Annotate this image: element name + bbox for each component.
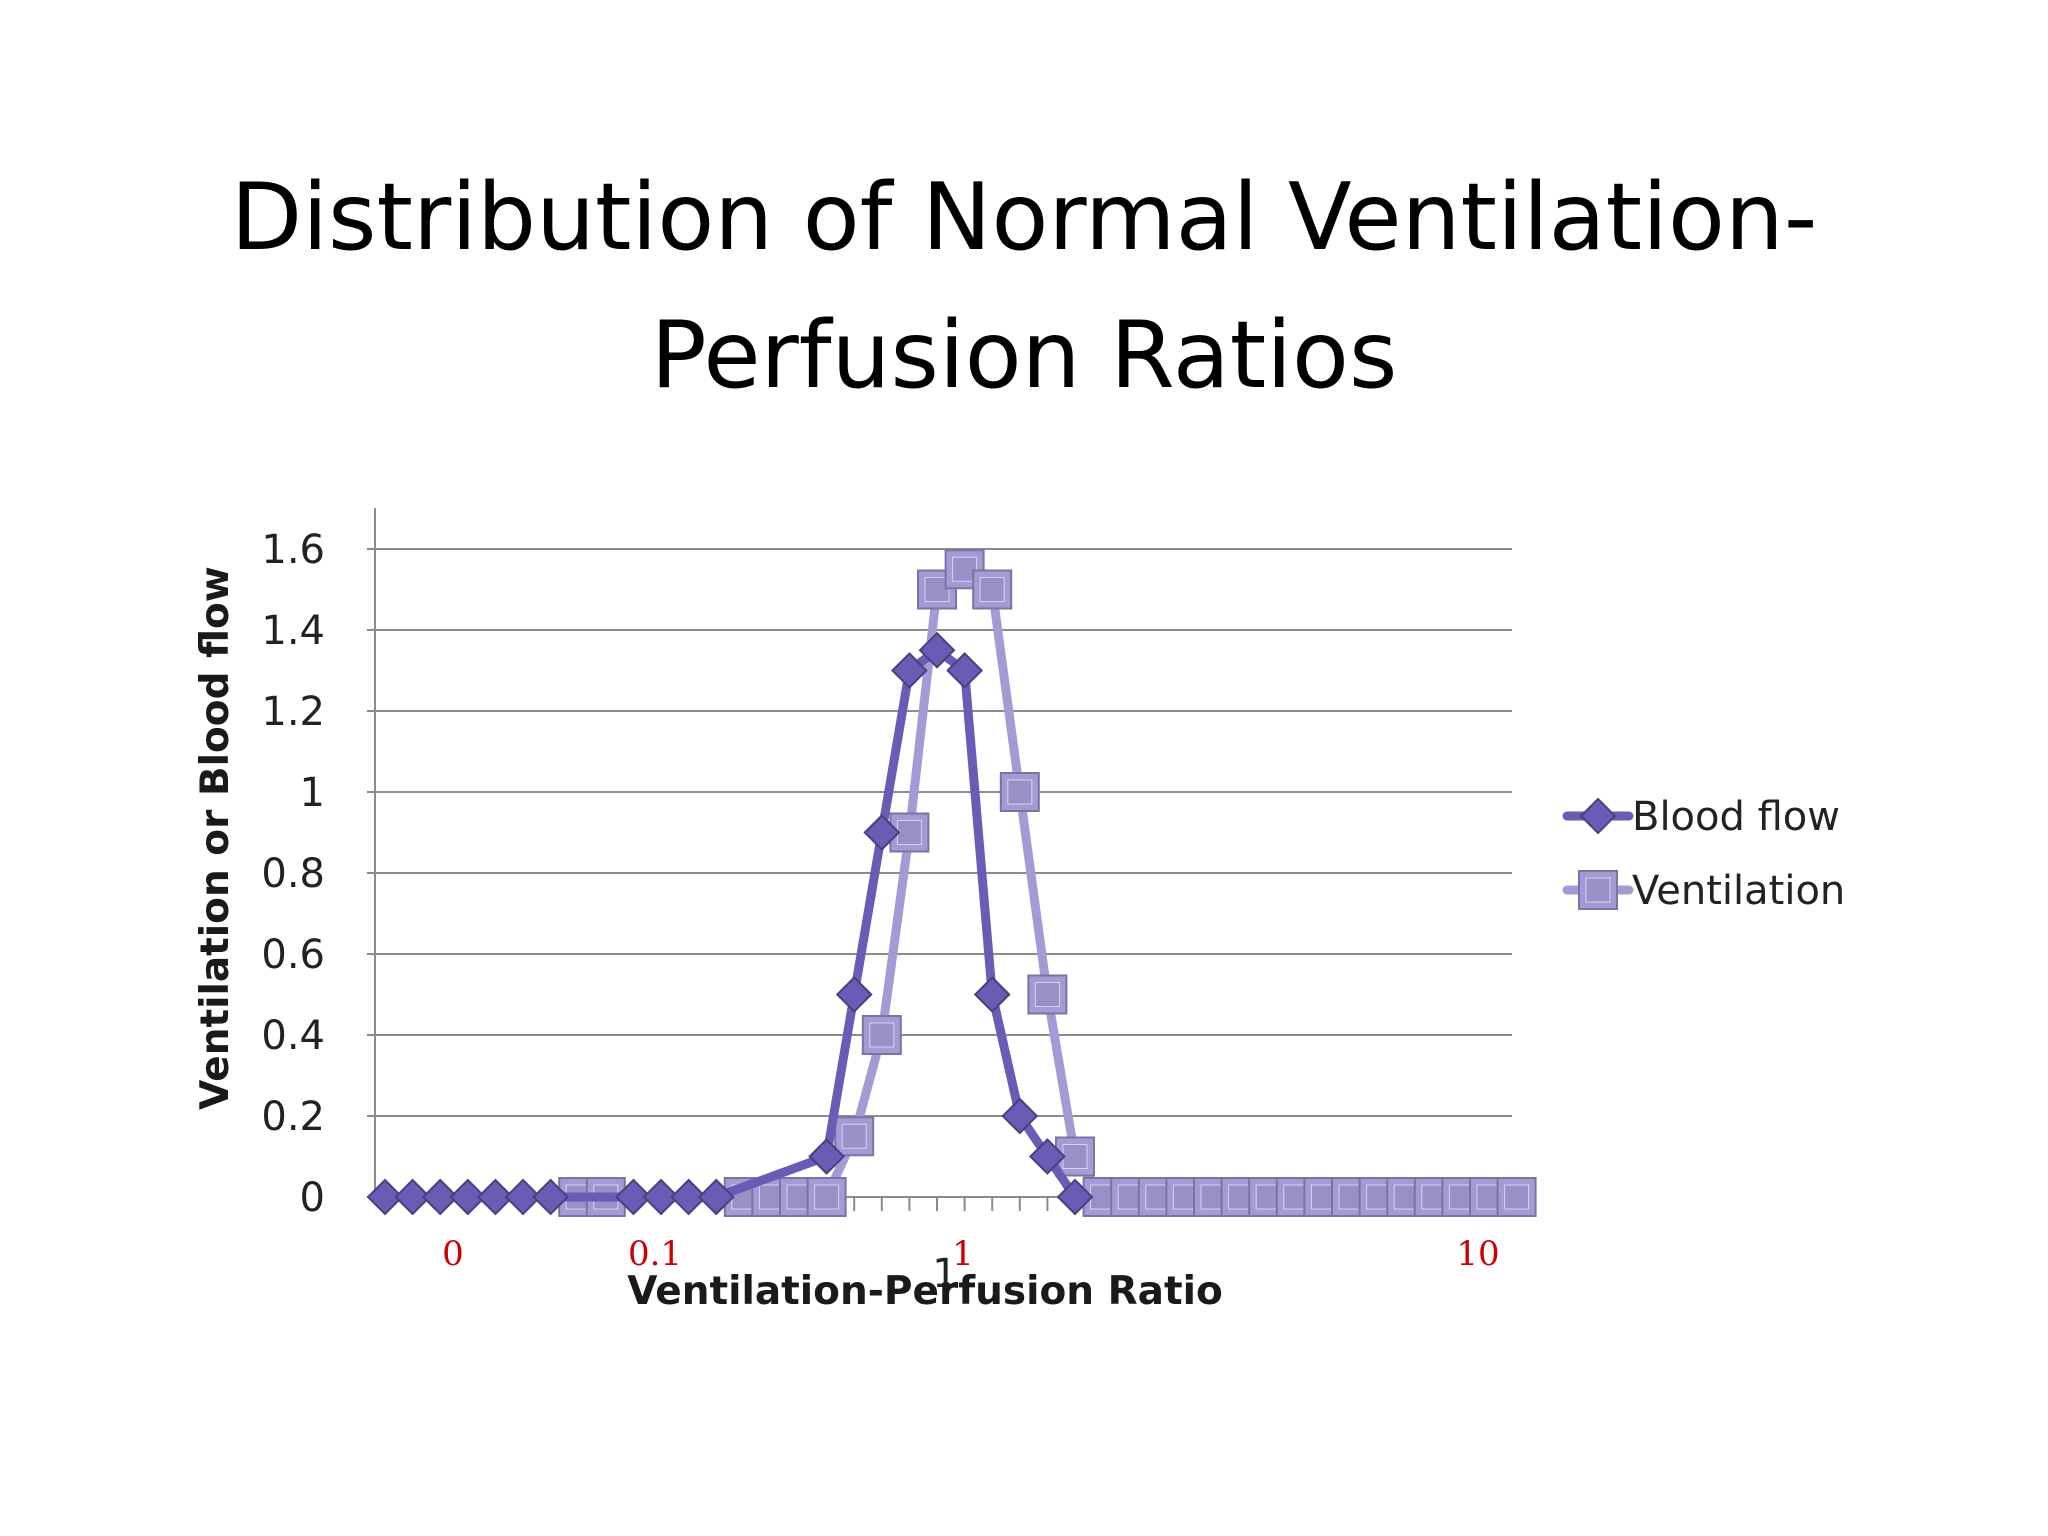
data-point	[806, 1177, 847, 1217]
overlay-x-label: 0.1	[628, 1234, 682, 1274]
gridlines	[375, 548, 1512, 1117]
slide-title-line-1: Distribution of Normal Ventilation-	[230, 163, 1818, 271]
x-axis-title: Ventilation-Perfusion Ratio	[627, 1269, 1223, 1314]
series-line	[380, 645, 1080, 1202]
y-tick-label: 0.2	[261, 1094, 325, 1140]
data-point	[944, 549, 985, 590]
series	[366, 549, 1537, 1217]
legend: Blood flow Ventilation	[1562, 794, 1845, 914]
y-tick-label: 0.8	[261, 851, 325, 897]
data-point	[834, 1116, 875, 1157]
data-point	[835, 976, 873, 1013]
data-point	[999, 772, 1040, 812]
data-point	[1056, 1178, 1094, 1216]
series-blood-flow	[366, 631, 1094, 1216]
overlay-x-label: 1	[952, 1234, 974, 1274]
y-tick-label: 0.4	[261, 1013, 325, 1059]
slide-title: Distribution of Normal Ventilation- Perf…	[0, 148, 2048, 424]
legend-marker	[1578, 870, 1618, 910]
y-tick-label: 1	[300, 770, 325, 816]
overlay-x-label: 10	[1456, 1234, 1499, 1274]
overlay-x-label: 0	[442, 1234, 464, 1274]
y-tick-label: 1.6	[261, 527, 325, 573]
legend-item-ventilation: Ventilation	[1562, 868, 1845, 914]
slide-title-line-2: Perfusion Ratios	[650, 301, 1398, 409]
legend-item-blood-flow: Blood flow	[1562, 794, 1840, 840]
data-point	[972, 569, 1013, 610]
y-tick-label: 1.2	[261, 689, 325, 735]
data-point	[861, 1015, 902, 1055]
data-point	[1028, 1138, 1066, 1175]
data-point	[1001, 1097, 1039, 1135]
data-point	[670, 1178, 708, 1216]
legend-label: Blood flow	[1632, 794, 1840, 840]
data-point	[476, 1178, 514, 1216]
y-axis-title: Ventilation or Blood flow	[193, 566, 238, 1110]
series-ventilation	[558, 549, 1537, 1217]
data-point	[808, 1138, 846, 1175]
data-point	[863, 814, 901, 851]
series-line	[573, 564, 1522, 1202]
legend-label: Ventilation	[1632, 868, 1845, 914]
y-tick-label: 0.6	[261, 932, 325, 978]
data-point	[1496, 1177, 1537, 1217]
y-tick-label: 0	[300, 1175, 325, 1221]
data-point	[532, 1178, 570, 1216]
legend-marker	[1579, 797, 1617, 835]
data-point	[394, 1178, 432, 1216]
data-point	[449, 1178, 487, 1216]
data-point	[973, 976, 1011, 1013]
overlay-x-labels: 0 0.1 1 10	[442, 1234, 1499, 1274]
y-tick-label: 1.4	[261, 608, 325, 654]
data-point	[504, 1178, 542, 1216]
data-point	[1027, 974, 1068, 1015]
x-tick-label: 1	[932, 1251, 957, 1297]
data-point	[642, 1178, 680, 1216]
data-point	[697, 1178, 735, 1216]
data-point	[890, 652, 928, 689]
data-point	[366, 1178, 404, 1216]
data-point	[918, 631, 956, 669]
data-point	[614, 1178, 652, 1216]
data-point	[946, 652, 984, 689]
data-point	[421, 1178, 459, 1216]
